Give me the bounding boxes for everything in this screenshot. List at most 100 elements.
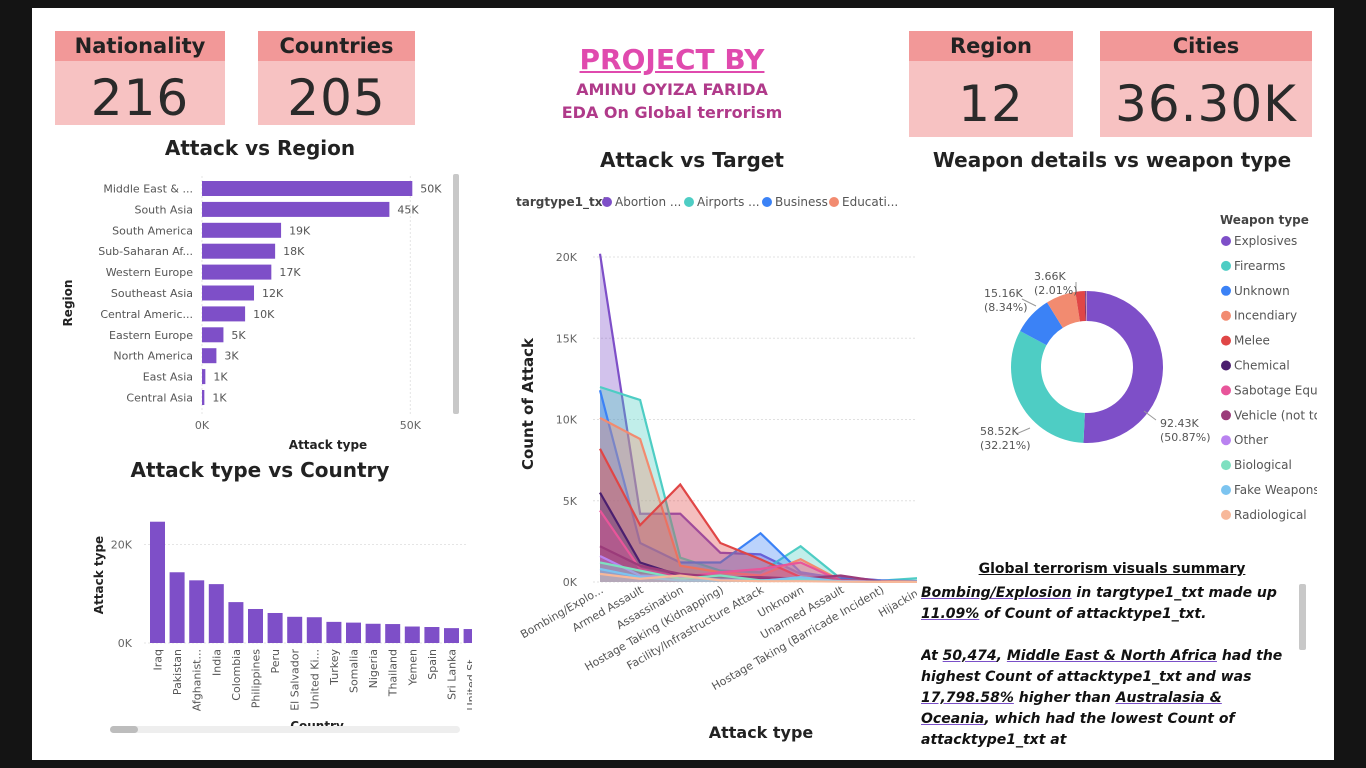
region-bar bbox=[202, 348, 217, 364]
project-author: AMINU OYIZA FARIDA bbox=[576, 80, 768, 99]
region-category-label: Southeast Asia bbox=[111, 287, 193, 300]
country-bar bbox=[424, 627, 440, 643]
country-bar bbox=[306, 617, 322, 643]
country-bar bbox=[444, 628, 459, 643]
attack-type-vs-country-title: Attack type vs Country bbox=[130, 458, 390, 482]
region-data-label: 5K bbox=[231, 329, 246, 342]
target-area-fill bbox=[600, 448, 917, 582]
region-category-label: North America bbox=[113, 350, 193, 363]
country-bar bbox=[385, 624, 401, 643]
target-area-fill bbox=[600, 569, 917, 582]
region-chart-scrollbar[interactable] bbox=[453, 174, 459, 414]
target-legend-dot bbox=[762, 197, 772, 207]
region-data-label: 12K bbox=[262, 287, 284, 300]
region-data-label: 50K bbox=[420, 183, 442, 196]
country-bar bbox=[248, 608, 263, 643]
weapon-slice bbox=[1011, 330, 1085, 443]
summary-p2-count: 50,474 bbox=[942, 648, 997, 664]
weapon-donut-chart: 92.43K(50.87%) 58.52K(32.21%) 15.16K(8.34%… bbox=[980, 213, 1317, 522]
country-chart-hscroll-thumb[interactable] bbox=[110, 726, 138, 733]
country-category-label: Philippines bbox=[250, 649, 263, 709]
region-data-label: 19K bbox=[289, 224, 311, 237]
summary-p2-text2: higher than bbox=[1013, 690, 1116, 706]
weapon-legend-dot bbox=[1221, 285, 1231, 296]
country-category-label: Peru bbox=[269, 649, 282, 674]
weapon-label-melee-value: 3.66K bbox=[1034, 270, 1066, 283]
weapon-legend-dot bbox=[1221, 385, 1231, 396]
region-x-axis-title: Attack type bbox=[289, 438, 367, 452]
kpi-cities-value: 36.30K bbox=[1100, 61, 1312, 137]
attack-type-vs-country-chart: 0K 20K Iraq Pakistan Afghanist... India Colomb… bbox=[92, 521, 472, 733]
weapon-slice bbox=[1086, 291, 1087, 322]
kpi-countries: Countries 205 bbox=[258, 31, 415, 127]
region-category-label: South Asia bbox=[134, 203, 193, 216]
weapon-legend-item: Sabotage Equi... bbox=[1234, 383, 1317, 397]
summary-p2-pct: 17,798.58% bbox=[921, 690, 1014, 706]
kpi-countries-value: 205 bbox=[258, 61, 415, 127]
target-area-fill bbox=[600, 492, 917, 582]
target-area-fill bbox=[600, 556, 917, 582]
kpi-countries-label: Countries bbox=[258, 31, 415, 61]
weapon-legend-dot bbox=[1221, 236, 1231, 246]
weapon-legend-dot bbox=[1221, 360, 1231, 371]
country-category-label: Thailand bbox=[387, 649, 400, 697]
target-series-line bbox=[599, 572, 917, 584]
region-bar bbox=[202, 306, 246, 322]
weapon-label-melee-pct: (2.01%) bbox=[1034, 284, 1078, 297]
country-category-label: Somalia bbox=[348, 649, 361, 693]
region-y-axis-title: Region bbox=[61, 280, 75, 327]
target-y-tick: 0K bbox=[563, 576, 578, 589]
region-data-label: 3K bbox=[224, 350, 239, 363]
country-category-label: Iraq bbox=[152, 649, 165, 671]
country-bar bbox=[326, 621, 342, 643]
region-data-label: 10K bbox=[253, 308, 275, 321]
country-bar bbox=[189, 580, 205, 643]
country-bar bbox=[463, 629, 472, 643]
kpi-region-value: 12 bbox=[909, 61, 1073, 137]
summary-p1-target: Bombing/Explosion bbox=[921, 585, 1072, 601]
target-legend-dot bbox=[829, 197, 839, 207]
weapon-legend-item: Melee bbox=[1234, 334, 1270, 348]
target-y-tick: 5K bbox=[563, 495, 578, 508]
weapon-slice bbox=[1047, 291, 1080, 328]
country-category-label: Turkey bbox=[328, 649, 341, 686]
target-legend-item: Airports ... bbox=[697, 195, 760, 209]
region-bar bbox=[202, 222, 282, 238]
weapon-legend-item: Explosives bbox=[1234, 234, 1297, 248]
country-bar bbox=[150, 521, 165, 643]
summary-p1-text: in targtype1_txt made up bbox=[1071, 585, 1277, 601]
country-category-label: United Ki... bbox=[308, 649, 321, 709]
weapon-slice bbox=[1020, 302, 1063, 346]
target-y-tick: 20K bbox=[556, 251, 578, 264]
weapon-label-explosives-pct: (50.87%) bbox=[1160, 431, 1211, 444]
weapon-legend-item: Radiological bbox=[1234, 508, 1307, 522]
kpi-region: Region 12 bbox=[909, 31, 1073, 137]
target-legend-title: targtype1_txt bbox=[516, 195, 608, 210]
project-header: PROJECT BY AMINU OYIZA FARIDA EDA On Glo… bbox=[472, 43, 872, 122]
target-area-fill bbox=[600, 562, 917, 582]
dashboard-canvas: Nationality 216 Countries 205 Region 12 … bbox=[32, 8, 1334, 760]
weapon-legend-item: Other bbox=[1234, 433, 1268, 447]
summary-paragraph-2: At 50,474, Middle East & North Africa ha… bbox=[921, 646, 1291, 751]
country-chart-hscroll-track[interactable] bbox=[110, 726, 460, 733]
weapon-slice bbox=[1083, 291, 1163, 443]
target-legend-item: Educati... bbox=[842, 195, 898, 209]
region-data-label: 45K bbox=[397, 203, 419, 216]
country-bar bbox=[228, 602, 244, 643]
region-category-label: Central Americ... bbox=[100, 308, 193, 321]
target-y-tick: 10K bbox=[556, 414, 578, 427]
country-category-label: Sri Lanka bbox=[446, 649, 459, 700]
kpi-nationality-label: Nationality bbox=[55, 31, 225, 61]
region-category-label: South America bbox=[112, 224, 193, 237]
country-category-label: Nigeria bbox=[367, 649, 380, 688]
weapon-label-firearms-pct: (32.21%) bbox=[980, 439, 1031, 452]
country-bar bbox=[267, 612, 283, 643]
weapon-legend-item: Firearms bbox=[1234, 259, 1285, 273]
summary-p2-sep: , bbox=[996, 648, 1007, 664]
region-category-label: Western Europe bbox=[106, 266, 194, 279]
country-bar bbox=[365, 623, 381, 643]
country-y-tick: 0K bbox=[118, 637, 133, 650]
weapon-chart-title: Weapon details vs weapon type bbox=[932, 148, 1292, 172]
summary-scrollbar[interactable] bbox=[1299, 584, 1306, 650]
weapon-leader-line bbox=[1015, 427, 1031, 435]
